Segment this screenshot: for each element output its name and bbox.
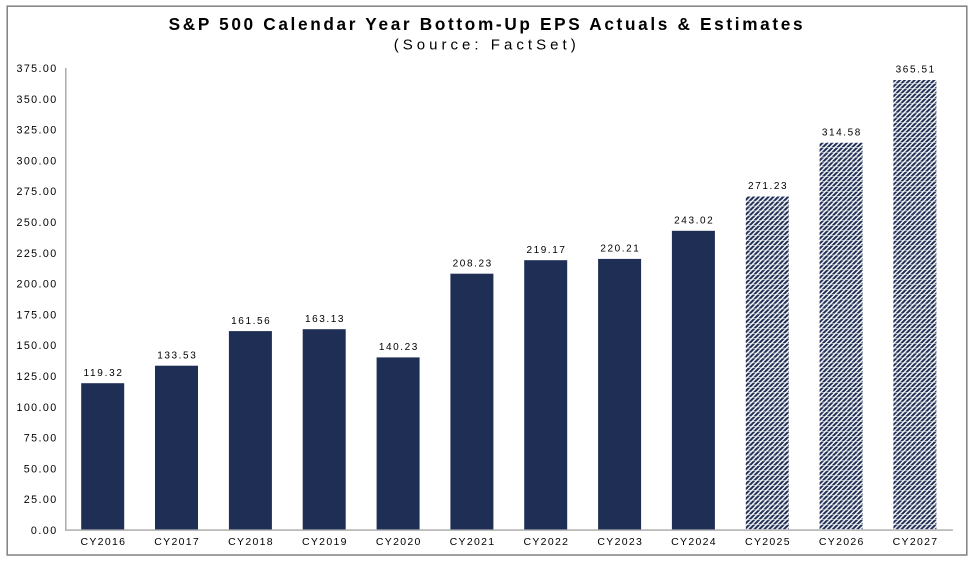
svg-text:350.00: 350.00 <box>17 94 57 106</box>
svg-text:225.00: 225.00 <box>17 248 57 260</box>
svg-text:CY2021: CY2021 <box>450 536 495 548</box>
svg-text:50.00: 50.00 <box>24 463 57 475</box>
svg-text:S&P 500 Calendar Year Bottom-U: S&P 500 Calendar Year Bottom-Up EPS Actu… <box>169 14 803 34</box>
svg-text:220.21: 220.21 <box>600 244 639 255</box>
svg-text:140.23: 140.23 <box>379 342 418 353</box>
svg-text:125.00: 125.00 <box>17 371 57 383</box>
svg-text:219.17: 219.17 <box>526 245 565 256</box>
svg-text:300.00: 300.00 <box>17 156 57 168</box>
svg-text:100.00: 100.00 <box>17 402 57 414</box>
svg-text:314.58: 314.58 <box>822 127 861 138</box>
svg-text:325.00: 325.00 <box>17 125 57 137</box>
svg-text:75.00: 75.00 <box>24 433 57 445</box>
svg-text:CY2023: CY2023 <box>597 536 642 548</box>
svg-text:365.51: 365.51 <box>896 65 935 76</box>
svg-text:CY2017: CY2017 <box>154 536 199 548</box>
svg-text:208.23: 208.23 <box>453 258 492 269</box>
svg-text:243.02: 243.02 <box>674 216 713 227</box>
svg-text:163.13: 163.13 <box>305 314 344 325</box>
svg-text:0.00: 0.00 <box>31 525 56 537</box>
svg-text:275.00: 275.00 <box>17 186 57 198</box>
svg-text:CY2024: CY2024 <box>671 536 716 548</box>
svg-text:CY2025: CY2025 <box>745 536 790 548</box>
svg-text:CY2027: CY2027 <box>893 536 938 548</box>
svg-text:CY2016: CY2016 <box>80 536 125 548</box>
svg-text:133.53: 133.53 <box>157 350 196 361</box>
svg-text:CY2026: CY2026 <box>819 536 864 548</box>
svg-text:250.00: 250.00 <box>17 217 57 229</box>
svg-text:200.00: 200.00 <box>17 279 57 291</box>
svg-text:150.00: 150.00 <box>17 340 57 352</box>
svg-text:161.56: 161.56 <box>231 316 270 327</box>
svg-text:CY2020: CY2020 <box>376 536 421 548</box>
svg-text:375.00: 375.00 <box>17 63 57 75</box>
svg-text:175.00: 175.00 <box>17 309 57 321</box>
svg-text:25.00: 25.00 <box>24 494 57 506</box>
svg-text:CY2022: CY2022 <box>523 536 568 548</box>
svg-text:CY2019: CY2019 <box>302 536 347 548</box>
svg-text:CY2018: CY2018 <box>228 536 273 548</box>
svg-text:271.23: 271.23 <box>748 181 787 192</box>
